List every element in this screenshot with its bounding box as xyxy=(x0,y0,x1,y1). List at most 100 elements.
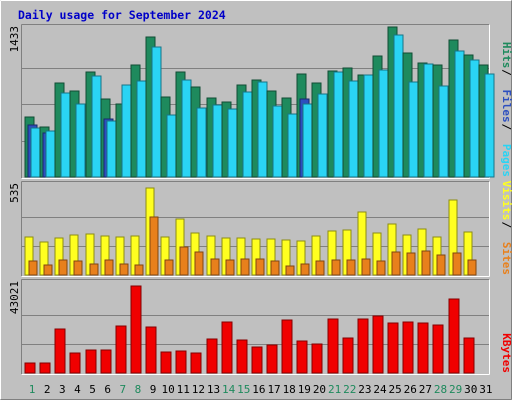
y-max-label-hits: 1433 xyxy=(8,26,21,53)
bar-visits-sites-day-4 xyxy=(73,260,83,276)
bar-visits-sites-day-25 xyxy=(391,251,401,276)
bar-hits-pages-day-3 xyxy=(60,92,71,178)
bar-visits-sites-day-20 xyxy=(315,260,325,276)
day-label-16: 16 xyxy=(252,383,265,396)
bar-kbytes-kbytes-day-28 xyxy=(432,324,444,374)
bar-hits-pages-day-14 xyxy=(227,108,238,178)
chart-title: Daily usage for September 2024 xyxy=(18,8,226,22)
bar-kbytes-kbytes-day-16 xyxy=(251,346,263,374)
bar-visits-sites-day-3 xyxy=(58,259,68,276)
day-label-9: 9 xyxy=(150,383,157,396)
bar-visits-sites-day-30 xyxy=(467,259,477,276)
legend-item-visits: Visits xyxy=(500,181,512,221)
bar-hits-pages-day-24 xyxy=(378,69,389,178)
bar-visits-sites-day-17 xyxy=(270,260,280,276)
bar-hits-pages-day-20 xyxy=(317,93,328,178)
day-label-30: 30 xyxy=(464,383,477,396)
day-label-26: 26 xyxy=(404,383,417,396)
chart-panels: 1433 Hits / Files / Pages 535 Visits / Site… xyxy=(8,24,512,375)
legend-visits: Visits / Sites xyxy=(500,181,512,275)
y-max-label-visits: 535 xyxy=(8,183,21,203)
bar-visits-sites-day-29 xyxy=(452,252,462,276)
bar-kbytes-kbytes-day-26 xyxy=(402,321,414,374)
bar-hits-pages-day-30 xyxy=(469,59,480,178)
day-label-14: 14 xyxy=(222,383,236,396)
panel-hits: 1433 Hits / Files / Pages xyxy=(8,24,512,179)
bar-hits-pages-day-31 xyxy=(484,73,495,178)
bar-visits-sites-day-19 xyxy=(300,263,310,276)
day-label-12: 12 xyxy=(192,383,205,396)
bar-kbytes-kbytes-day-9 xyxy=(145,326,157,374)
panel-kbytes: 43021 KBytes xyxy=(8,279,512,375)
bar-hits-pages-day-23 xyxy=(363,74,374,178)
day-label-22: 22 xyxy=(343,383,356,396)
bar-visits-sites-day-9 xyxy=(149,216,159,276)
bar-kbytes-kbytes-day-30 xyxy=(463,337,475,374)
day-label-4: 4 xyxy=(74,383,81,396)
bar-kbytes-kbytes-day-27 xyxy=(417,322,429,374)
bar-kbytes-kbytes-day-1 xyxy=(24,362,36,374)
bar-hits-pages-day-1 xyxy=(30,127,41,178)
bar-hits-pages-day-16 xyxy=(257,81,268,178)
bar-hits-pages-day-6 xyxy=(106,120,117,178)
legend-item-sites: Sites xyxy=(500,242,512,275)
bar-kbytes-kbytes-day-22 xyxy=(342,337,354,374)
bar-visits-sites-day-7 xyxy=(119,263,129,276)
bar-visits-sites-day-5 xyxy=(89,263,99,276)
legend-hits: Hits / Files / Pages xyxy=(500,42,512,177)
day-label-6: 6 xyxy=(104,383,111,396)
bar-kbytes-kbytes-day-5 xyxy=(85,349,97,374)
bar-hits-pages-day-15 xyxy=(242,91,253,178)
bar-hits-pages-day-13 xyxy=(212,104,223,178)
bar-hits-pages-day-5 xyxy=(91,75,102,178)
bar-hits-pages-day-25 xyxy=(393,34,404,178)
panel-visits: 535 Visits / Sites xyxy=(8,181,512,277)
bar-hits-pages-day-9 xyxy=(151,46,162,178)
day-label-24: 24 xyxy=(373,383,387,396)
bar-hits-pages-day-8 xyxy=(136,80,147,178)
legend-item-files: Files xyxy=(500,89,512,122)
day-label-28: 28 xyxy=(434,383,447,396)
bar-visits-sites-day-12 xyxy=(194,251,204,276)
bar-hits-pages-day-21 xyxy=(333,71,344,178)
bar-visits-sites-day-2 xyxy=(43,264,53,276)
bar-visits-sites-day-24 xyxy=(376,260,386,276)
day-label-3: 3 xyxy=(59,383,66,396)
bar-kbytes-kbytes-day-18 xyxy=(281,319,293,374)
bar-visits-sites-day-22 xyxy=(346,259,356,276)
bar-kbytes-kbytes-day-4 xyxy=(69,352,81,374)
day-label-15: 15 xyxy=(237,383,250,396)
bar-hits-pages-day-22 xyxy=(348,80,359,178)
bar-kbytes-kbytes-day-29 xyxy=(448,298,460,374)
day-label-13: 13 xyxy=(207,383,220,396)
bar-visits-sites-day-18 xyxy=(285,265,295,276)
bar-kbytes-kbytes-day-11 xyxy=(175,350,187,374)
bar-kbytes-kbytes-day-8 xyxy=(130,285,142,374)
bar-hits-pages-day-27 xyxy=(423,63,434,178)
day-labels: 1 2 3 4 5 6 7 8 9 10 11 12 13 14 15 16 17 18 19 20 21 22 23 24 2… xyxy=(29,383,493,396)
legend-kbytes: KBytes xyxy=(500,333,512,373)
day-label-7: 7 xyxy=(119,383,126,396)
bar-hits-pages-day-4 xyxy=(75,103,86,178)
bar-visits-sites-day-21 xyxy=(331,259,341,276)
bar-kbytes-kbytes-day-7 xyxy=(115,325,127,374)
bar-hits-pages-day-2 xyxy=(45,130,56,178)
bar-kbytes-kbytes-day-3 xyxy=(54,328,66,374)
bar-visits-sites-day-1 xyxy=(28,260,38,276)
bar-kbytes-kbytes-day-17 xyxy=(266,344,278,374)
bar-hits-pages-day-29 xyxy=(454,50,465,178)
day-label-17: 17 xyxy=(267,383,280,396)
bar-kbytes-kbytes-day-20 xyxy=(311,343,323,374)
bar-kbytes-kbytes-day-24 xyxy=(372,315,384,374)
bar-visits-sites-day-11 xyxy=(179,246,189,276)
bar-hits-pages-day-7 xyxy=(121,84,132,178)
bar-hits-pages-day-11 xyxy=(181,79,192,178)
day-label-25: 25 xyxy=(388,383,401,396)
bar-kbytes-kbytes-day-13 xyxy=(206,338,218,374)
legend-separator: / xyxy=(500,123,512,130)
bar-visits-sites-day-10 xyxy=(164,259,174,276)
bar-visits-sites-day-8 xyxy=(134,264,144,276)
bar-visits-sites-day-16 xyxy=(255,258,265,276)
day-label-2: 2 xyxy=(44,383,51,396)
legend-separator: / xyxy=(500,221,512,228)
